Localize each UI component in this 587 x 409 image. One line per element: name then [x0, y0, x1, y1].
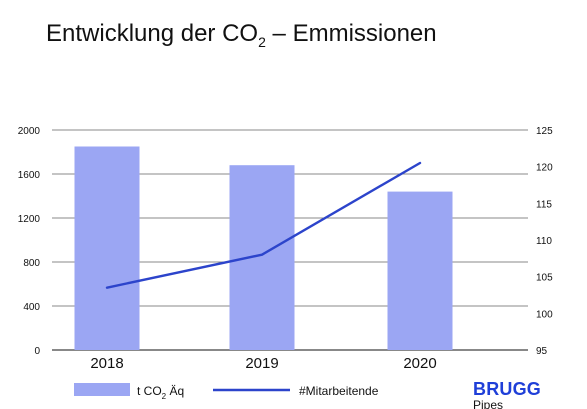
- left-y-tick-label: 400: [23, 302, 40, 313]
- bar-2018: [74, 146, 140, 350]
- bars-layer: [74, 146, 453, 350]
- legend-bar-label-prefix: t CO: [137, 384, 162, 398]
- line-layer: [105, 161, 422, 289]
- right-y-tick-label: 105: [536, 273, 553, 284]
- left-y-tick-label: 800: [23, 258, 40, 269]
- legend-bar-label-subscript: 2: [162, 392, 167, 401]
- right-y-tick-label: 110: [536, 236, 552, 247]
- right-y-tick-label: 95: [536, 346, 548, 357]
- left-y-tick-label: 1600: [18, 170, 41, 181]
- axis-layer: 0 400 800 1200 1600 2000 95 100 105 110 115 120 125 2…: [18, 126, 553, 372]
- chart-title-suffix: – Emmissionen: [265, 20, 437, 47]
- x-tick-label: 2018: [90, 355, 123, 372]
- right-y-tick-label: 100: [536, 309, 553, 320]
- legend-bar-swatch: [74, 383, 130, 396]
- bar-2019: [229, 165, 295, 350]
- chart-title-subscript: 2: [258, 34, 266, 50]
- x-tick-label: 2020: [403, 355, 436, 372]
- legend-line-label: #Mitarbeitende: [299, 384, 379, 398]
- x-tick-label: 2019: [245, 355, 278, 372]
- right-y-tick-label: 115: [536, 199, 552, 210]
- chart-title-prefix: Entwicklung der CO: [46, 20, 259, 47]
- bar-2020: [387, 191, 453, 350]
- legend-bar-label: t CO2 Äq: [137, 384, 184, 401]
- right-y-tick-label: 120: [536, 163, 553, 174]
- brugg-logo: BRUGG Pipes: [473, 380, 553, 409]
- left-y-tick-label: 1200: [18, 214, 41, 225]
- chart-title: Entwicklung der CO2 – Emmissionen: [46, 19, 437, 49]
- legend-bar-label-suffix: Äq: [166, 384, 184, 398]
- left-y-tick-label: 2000: [18, 126, 41, 137]
- left-y-tick-label: 0: [34, 346, 40, 357]
- logo-sub-text: Pipes: [473, 398, 504, 409]
- logo-main-text: BRUGG: [473, 380, 541, 399]
- right-y-tick-label: 125: [536, 126, 553, 137]
- legend: t CO2 Äq #Mitarbeitende: [74, 383, 379, 401]
